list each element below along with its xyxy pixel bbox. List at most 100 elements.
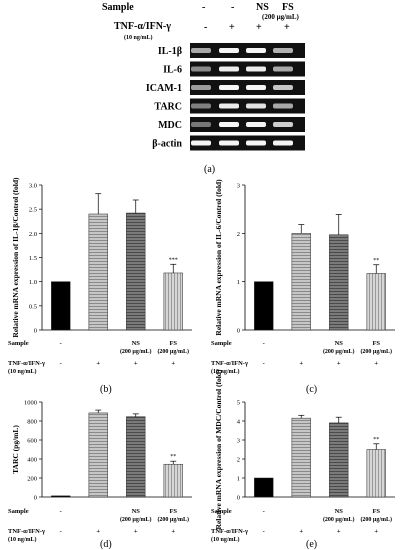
- y-tick-label: 4: [237, 419, 241, 426]
- bar: [254, 477, 274, 498]
- gel-band: [273, 85, 293, 90]
- bar: [163, 272, 183, 331]
- y-tick-label: 3: [237, 438, 240, 445]
- y-tick-label: 2: [237, 457, 240, 464]
- tnf-mark: +: [96, 360, 100, 367]
- y-tick-label: 1: [237, 279, 240, 286]
- y-axis-label: Relative mRNA expression of IL-6/Control…: [214, 179, 223, 336]
- bar: [51, 495, 71, 498]
- tnf-conc-label: (10 ng/mL): [8, 368, 37, 375]
- gel-band: [246, 103, 266, 109]
- panel-a: Sample - - NS FS (200 µg/mL) TNF-α/IFN-γ…: [102, 2, 305, 175]
- sample-mark: NS: [132, 508, 141, 515]
- conc-mark: (200 µg/mL): [323, 348, 355, 355]
- gel-row-label: MDC: [158, 120, 182, 131]
- tnf-row-label: TNF-α/IFN-γ: [211, 528, 248, 535]
- sample-row-label: Sample: [8, 340, 29, 347]
- gel-band: [273, 103, 293, 109]
- y-axis-label: Relative mRNA expression of MDC/Control …: [214, 369, 223, 529]
- tnf-row-label: TNF-α/IFN-γ: [211, 360, 248, 367]
- chart-0: 0 0.5 1.0 1.5 2.0 2.5 3.0 Relative mRNA express…: [8, 177, 192, 395]
- sample-mark: FS: [372, 508, 380, 515]
- bar: [291, 417, 311, 498]
- y-tick-label: 0: [34, 495, 37, 502]
- tnf-mark: +: [374, 528, 378, 535]
- y-tick-label: 2: [237, 231, 240, 238]
- chart-1: 0 1 2 3 Relative mRNA expression of IL-6/Con…: [211, 179, 395, 395]
- y-tick-label: 200: [27, 476, 37, 483]
- gel-band: [246, 48, 266, 53]
- gel-band: [246, 66, 266, 72]
- tnf-mark: +: [374, 360, 378, 367]
- gel-band: [219, 66, 239, 72]
- y-axis-label: TARC (pg/mL): [11, 425, 20, 474]
- sample-mark: FS: [169, 508, 177, 515]
- panel-caption: (c): [306, 384, 317, 395]
- bar: [366, 449, 386, 498]
- gel-col3-label: NS: [256, 2, 269, 13]
- sample-mark: -: [60, 508, 62, 515]
- gel-tnf-mark-2: +: [229, 22, 235, 33]
- gel-band: [246, 85, 266, 90]
- gel-band: [191, 140, 211, 146]
- tnf-mark: +: [134, 360, 138, 367]
- bar: [88, 412, 108, 498]
- tnf-mark: -: [263, 528, 265, 535]
- sample-mark: NS: [335, 508, 344, 515]
- gel-band: [246, 122, 266, 127]
- tnf-mark: +: [171, 360, 175, 367]
- y-tick-label: 1000: [24, 400, 37, 407]
- tnf-mark: -: [60, 528, 62, 535]
- tnf-conc-label: (10 ng/mL): [8, 536, 37, 543]
- y-axis-label: Relative mRNA expression of IL-1β/Contro…: [11, 177, 20, 338]
- bar: [126, 416, 146, 498]
- gel-tnf-mark-3: +: [256, 22, 262, 33]
- gel-col4-label: FS: [282, 2, 294, 13]
- gel-tnf-label: TNF-α/IFN-γ: [114, 21, 171, 32]
- y-tick-label: 600: [27, 438, 37, 445]
- gel-band: [246, 140, 266, 146]
- tnf-mark: +: [337, 528, 341, 535]
- gel-row-label: β-actin: [152, 139, 182, 150]
- gel-band: [273, 48, 293, 53]
- tnf-conc-label: (10 ng/mL): [211, 368, 240, 375]
- y-tick-label: 2.5: [29, 207, 37, 214]
- tnf-mark: +: [134, 528, 138, 535]
- gel-rows: IL-1β IL-6 ICAM-1 TARC MDC β-actin: [146, 43, 305, 151]
- y-tick-label: 800: [27, 419, 37, 426]
- bar: [51, 281, 71, 331]
- y-tick-label: 0: [237, 495, 240, 502]
- y-tick-label: 5: [237, 400, 240, 407]
- significance-label: **: [170, 454, 176, 460]
- conc-mark: (200 µg/mL): [120, 516, 152, 523]
- sample-row-label: Sample: [8, 508, 29, 515]
- y-tick-label: 1.0: [29, 279, 37, 286]
- gel-band: [219, 140, 239, 146]
- chart-2: 0 200 400 600 800 1000 TARC (pg/mL) ** Sample TNF…: [8, 400, 192, 550]
- panel-caption: (d): [100, 539, 112, 550]
- panel-a-caption: (a): [204, 164, 215, 175]
- gel-band: [191, 48, 211, 53]
- sample-mark: NS: [132, 340, 141, 347]
- y-tick-label: 1: [237, 476, 240, 483]
- y-tick-label: 3.0: [29, 183, 37, 190]
- charts: 0 0.5 1.0 1.5 2.0 2.5 3.0 Relative mRNA express…: [8, 177, 395, 550]
- gel-band: [191, 85, 211, 90]
- bar: [163, 463, 183, 498]
- gel-tnf-mark-4: +: [284, 22, 290, 33]
- gel-band: [219, 48, 239, 53]
- bar: [88, 213, 108, 331]
- conc-mark: (200 µg/mL): [323, 516, 355, 523]
- significance-label: **: [373, 258, 379, 264]
- tnf-mark: -: [60, 360, 62, 367]
- gel-fs-conc: (200 µg/mL): [262, 13, 300, 21]
- gel-tnf-mark-1: -: [204, 22, 207, 33]
- gel-band: [219, 103, 239, 109]
- sample-row-label: Sample: [211, 340, 232, 347]
- gel-row-label: TARC: [154, 102, 182, 113]
- tnf-mark: -: [263, 360, 265, 367]
- gel-band: [219, 122, 239, 127]
- sample-mark: -: [263, 340, 265, 347]
- gel-band: [191, 103, 211, 109]
